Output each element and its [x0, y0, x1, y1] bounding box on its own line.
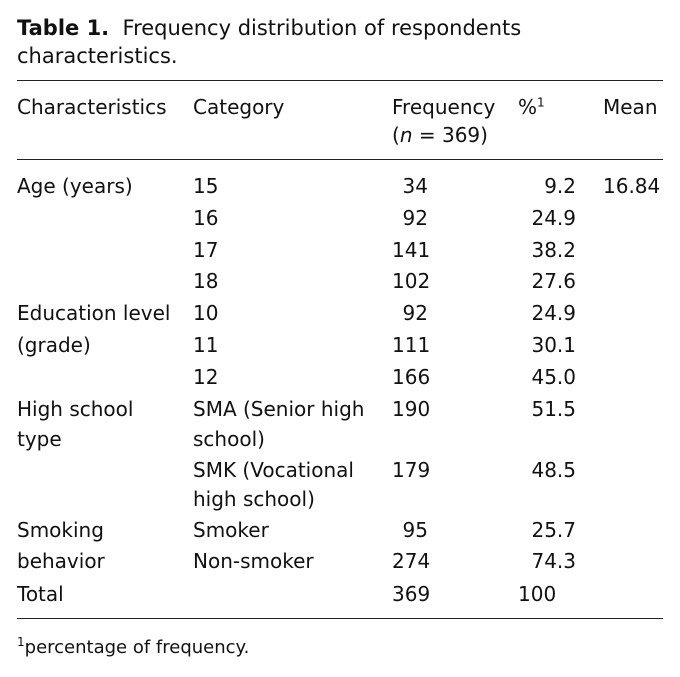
row-percent: 27.6: [531, 269, 576, 293]
row-category: Non-smoker: [193, 549, 314, 573]
group-smoking: Smoking: [17, 518, 104, 542]
row-percent: 25.7: [531, 518, 576, 542]
header-category: Category: [193, 95, 285, 119]
group-school: High school: [17, 397, 134, 421]
row-percent: 9.2: [544, 174, 576, 198]
row-frequency: 111: [392, 333, 431, 357]
row-category: 17: [193, 238, 219, 262]
row-frequency: 95: [402, 518, 428, 542]
row-category-line2: school): [193, 427, 265, 451]
header-mean: Mean: [603, 95, 658, 119]
header-characteristics: Characteristics: [17, 95, 167, 119]
row-percent: 45.0: [531, 365, 576, 389]
row-frequency: 166: [392, 365, 431, 389]
group-education-line2: (grade): [17, 333, 91, 357]
top-rule: [17, 80, 663, 81]
row-frequency: 34: [402, 174, 428, 198]
row-frequency: 92: [402, 301, 428, 325]
footnote: 1percentage of frequency.: [17, 635, 250, 658]
row-percent: 24.9: [531, 301, 576, 325]
header-frequency-n: (n = 369): [392, 123, 488, 147]
row-frequency: 179: [392, 458, 431, 482]
bottom-rule: [17, 618, 663, 619]
row-category: 11: [193, 333, 219, 357]
row-percent: 51.5: [531, 397, 576, 421]
group-smoking-line2: behavior: [17, 549, 105, 573]
row-percent: 48.5: [531, 458, 576, 482]
table-label: Table 1.: [17, 16, 110, 40]
group-age: Age (years): [17, 174, 133, 198]
row-category: SMA (Senior high: [193, 397, 365, 421]
row-frequency: 102: [392, 269, 431, 293]
row-category: Smoker: [193, 518, 269, 542]
row-percent: 38.2: [531, 238, 576, 262]
row-percent: 74.3: [531, 549, 576, 573]
row-frequency: 274: [392, 549, 431, 573]
row-category-line2: high school): [193, 487, 315, 511]
total-frequency: 369: [392, 582, 431, 606]
header-percent: %1: [518, 95, 545, 119]
row-category: 16: [193, 206, 219, 230]
mean-age: 16.84: [603, 174, 661, 198]
caption-text: Frequency distribution of respondents ch…: [17, 16, 522, 68]
header-rule: [17, 159, 663, 160]
group-school-line2: type: [17, 427, 62, 451]
row-category: 18: [193, 269, 219, 293]
row-category: 12: [193, 365, 219, 389]
header-frequency: Frequency: [392, 95, 496, 119]
row-category: 10: [193, 301, 219, 325]
total-label: Total: [17, 582, 64, 606]
row-category: 15: [193, 174, 219, 198]
table-caption: Table 1. Frequency distribution of respo…: [17, 14, 657, 70]
row-frequency: 190: [392, 397, 431, 421]
row-frequency: 92: [402, 206, 428, 230]
group-education: Education level: [17, 301, 171, 325]
row-frequency: 141: [392, 238, 431, 262]
row-percent: 30.1: [531, 333, 576, 357]
row-category: SMK (Vocational: [193, 458, 354, 482]
total-percent: 100: [518, 582, 557, 606]
row-percent: 24.9: [531, 206, 576, 230]
